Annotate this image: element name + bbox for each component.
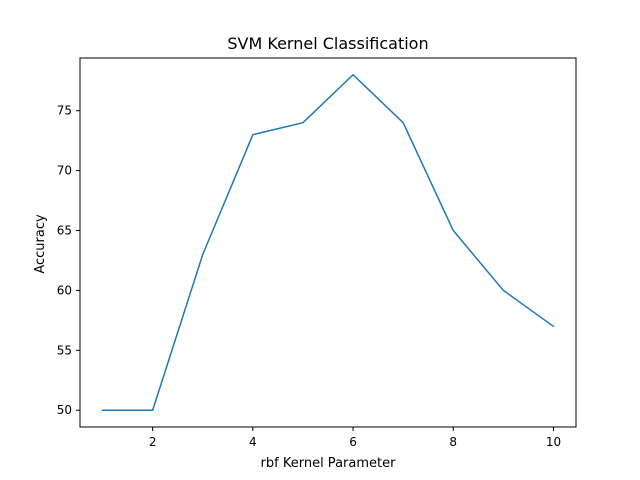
x-tick-label: 10 <box>546 435 561 449</box>
x-tick-label: 6 <box>349 435 357 449</box>
plot-area: 2 4 6 8 10 50 55 60 65 70 75 <box>57 57 577 449</box>
y-tick-label: 55 <box>57 343 72 357</box>
x-tick-label: 8 <box>449 435 457 449</box>
y-tick-label: 75 <box>57 104 72 118</box>
series-line-0 <box>101 74 555 411</box>
y-axis-label: Accuracy <box>33 214 48 274</box>
x-tick-label: 4 <box>249 435 257 449</box>
chart-title: SVM Kernel Classification <box>227 34 428 53</box>
y-tick-label: 70 <box>57 164 72 178</box>
plot-frame <box>79 57 577 428</box>
x-axis-label: rbf Kernel Parameter <box>261 456 397 471</box>
x-tick-label: 2 <box>149 435 157 449</box>
y-tick-label: 65 <box>57 224 72 238</box>
y-tick-label: 60 <box>57 283 72 297</box>
y-tick-label: 50 <box>57 403 72 417</box>
